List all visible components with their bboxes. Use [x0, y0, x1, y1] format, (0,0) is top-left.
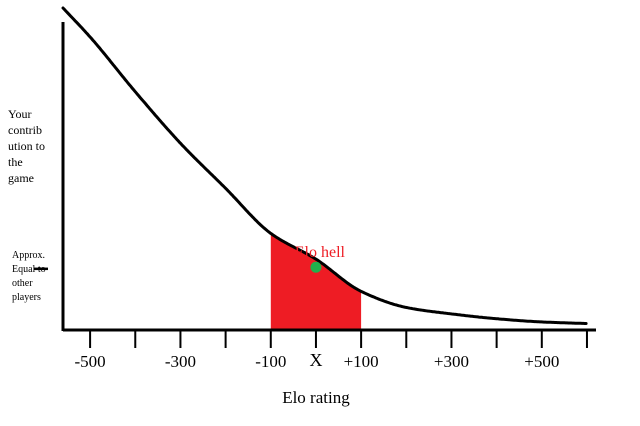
y-tick-note: Approx. Equal to other players [12, 250, 46, 303]
y-tick-note-line: players [12, 292, 41, 303]
y-axis-label-line: ution to [8, 139, 45, 153]
y-axis-label-line: game [8, 171, 34, 185]
elo-hell-region [270, 233, 362, 330]
tick-layer: -500 -300 -100 +100 +300 +500 [34, 267, 588, 371]
x-tick-label: -100 [255, 352, 286, 371]
y-tick-note-line: other [12, 278, 33, 289]
y-axis-label: Your contrib ution to the game [8, 107, 45, 185]
y-axis-label-line: the [8, 155, 23, 169]
y-tick-note-line: Approx. [12, 250, 45, 261]
label-layer: Your contrib ution to the game Approx. Equal … [8, 107, 350, 407]
x-tick-label: +500 [524, 352, 559, 371]
x-tick-label: +100 [344, 352, 379, 371]
x-tick-label: -300 [165, 352, 196, 371]
y-axis-label-line: contrib [8, 123, 42, 137]
point-layer [310, 261, 322, 273]
y-tick-note-line: Equal to [12, 264, 46, 275]
marker-point [310, 261, 322, 273]
shaded-region-layer [270, 233, 362, 330]
axis-layer [61, 22, 596, 332]
x-axis-label: Elo rating [282, 388, 350, 407]
shaded-region-label: Elo hell [295, 244, 346, 261]
x-marker-label: X [309, 350, 322, 370]
y-axis-label-line: Your [8, 107, 31, 121]
contribution-curve [61, 6, 588, 325]
x-tick-label: -500 [75, 352, 106, 371]
x-tick-label: +300 [434, 352, 469, 371]
curve-layer [61, 6, 588, 325]
